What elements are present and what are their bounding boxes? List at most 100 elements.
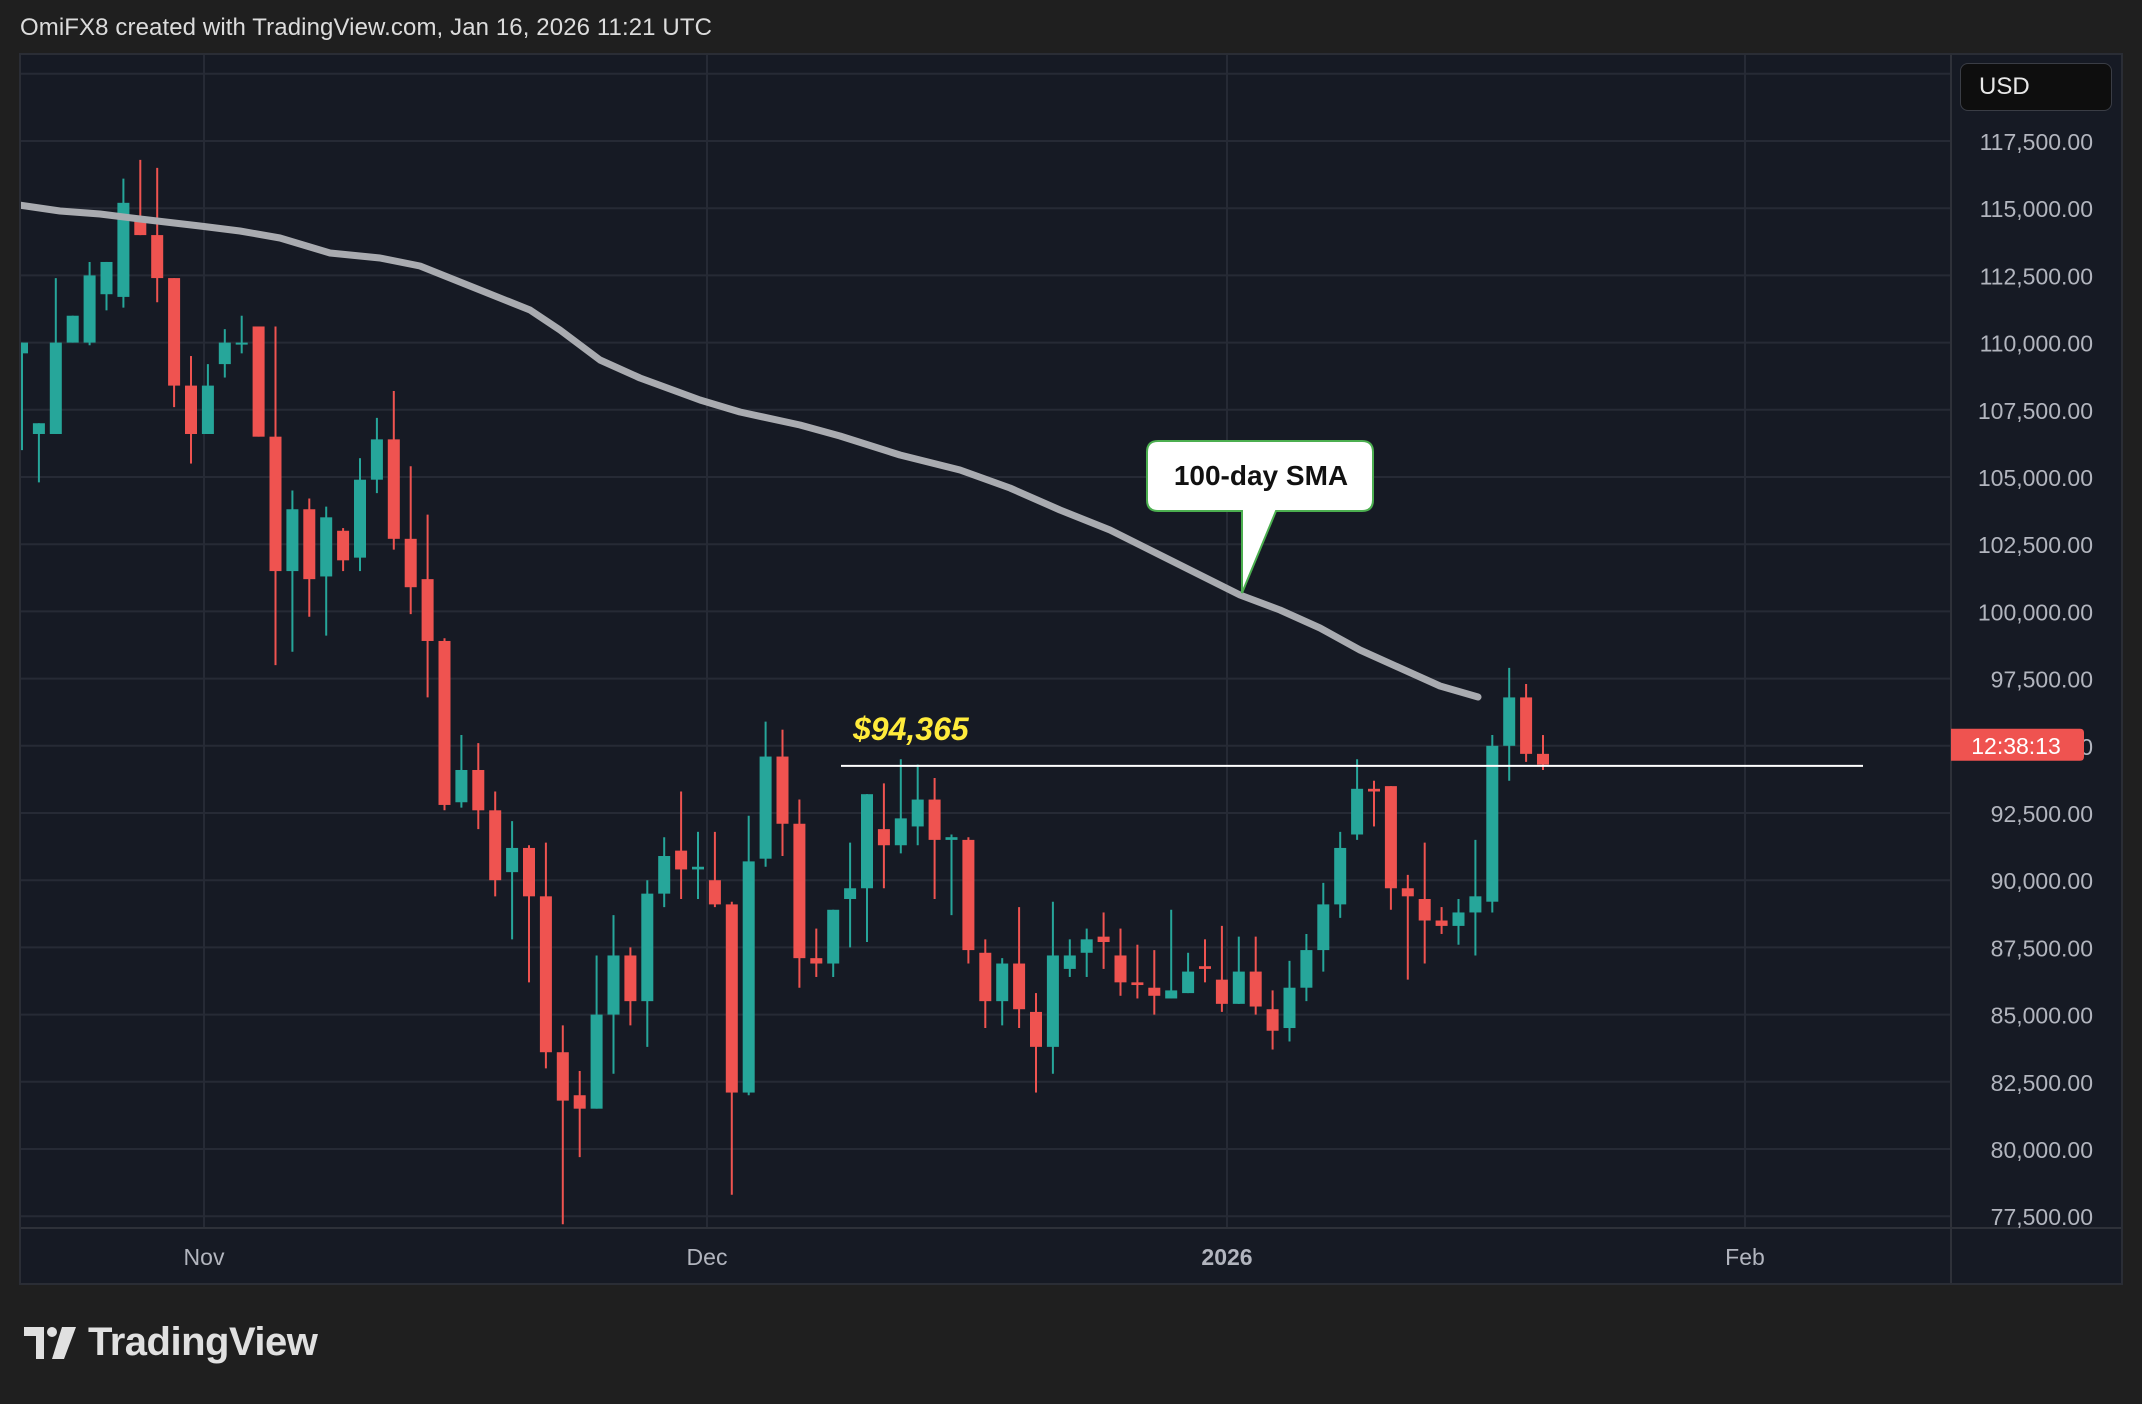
candle-up[interactable] [1283,987,1296,1029]
candle-down[interactable] [1266,1009,1279,1031]
candle-down[interactable] [387,439,400,539]
price-axis-label: 87,500.00 [1991,935,2093,961]
candle-up[interactable] [370,439,383,480]
price-axis-label: 102,500.00 [1978,532,2093,558]
candle-down[interactable] [1435,920,1448,926]
candle-up[interactable] [1469,896,1482,913]
candle-down[interactable] [1537,753,1549,765]
candle-up[interactable] [100,261,113,295]
candle-down[interactable] [556,1052,569,1101]
price-axis-label: 112,500.00 [1980,263,2093,289]
sma-100-line[interactable] [19,201,1482,701]
candle-down[interactable] [168,278,181,386]
candle-down[interactable] [337,530,350,561]
currency-button[interactable]: USD [1960,63,2112,111]
candle-up[interactable] [1063,955,1076,969]
candle-down[interactable] [1520,697,1533,754]
candle-up[interactable] [117,202,130,297]
candle-up[interactable] [1080,939,1093,953]
candle-down[interactable] [1148,987,1161,996]
candle-up[interactable] [235,342,248,345]
candle-up[interactable] [32,423,45,434]
candle-down[interactable] [624,955,637,1002]
candle-up[interactable] [506,847,519,873]
candle-up[interactable] [759,756,772,859]
candle-up[interactable] [16,342,28,354]
candle-down[interactable] [185,385,197,434]
candle-up[interactable] [218,342,231,365]
candle-up[interactable] [945,837,958,840]
candle-down[interactable] [877,829,890,846]
candle-up[interactable] [66,315,79,343]
candle-up[interactable] [49,342,62,434]
tradingview-logo-icon [24,1326,76,1359]
candle-down[interactable] [489,810,502,881]
candle-up[interactable] [1182,971,1195,994]
candle-up[interactable] [844,888,857,900]
candle-down[interactable] [962,839,975,951]
candle-up[interactable] [1165,990,1178,999]
candle-down[interactable] [134,218,147,236]
candle-down[interactable] [979,952,992,1002]
candle-down[interactable] [573,1095,586,1109]
candle-down[interactable] [810,958,823,964]
candle-up[interactable] [607,955,620,1015]
candle-up[interactable] [996,963,1009,1002]
candle-down[interactable] [1013,963,1026,1010]
candle-down[interactable] [472,769,485,811]
candle-down[interactable] [1215,979,1228,1004]
candle-up[interactable] [201,385,214,434]
candle-up[interactable] [1232,971,1245,1004]
candle-down[interactable] [1249,971,1262,1007]
candle-up[interactable] [1300,950,1313,988]
candle-up[interactable] [1046,955,1059,1047]
candle-up[interactable] [742,861,755,1093]
candle-down[interactable] [1418,899,1431,921]
candle-up[interactable] [1486,745,1499,902]
candle-up[interactable] [894,818,907,846]
candle-down[interactable] [725,904,738,1093]
candle-up[interactable] [1452,912,1465,926]
candle-down[interactable] [675,850,688,870]
candle-up[interactable] [911,799,924,827]
candle-down[interactable] [269,436,282,572]
candle-down[interactable] [1368,788,1380,792]
candle-up[interactable] [1351,788,1364,835]
candle-down[interactable] [1097,936,1110,943]
candle-down[interactable] [252,326,265,437]
candle-down[interactable] [539,896,552,1053]
candle-up[interactable] [590,1014,603,1109]
candle-down[interactable] [1131,982,1144,986]
candle-up[interactable] [1317,904,1330,951]
candle-down[interactable] [708,880,721,905]
price-axis-label: 117,500.00 [1980,129,2093,155]
candle-up[interactable] [641,893,654,1002]
candle-down[interactable] [438,640,451,805]
candle-down[interactable] [1401,888,1414,897]
candle-down[interactable] [523,847,535,897]
candle-down[interactable] [1384,786,1397,889]
candle-down[interactable] [1030,1011,1042,1047]
candle-down[interactable] [928,799,941,840]
candle-up[interactable] [827,909,840,964]
candle-up[interactable] [286,509,299,572]
candle-up[interactable] [320,517,333,577]
candle-up[interactable] [658,856,671,894]
candle-down[interactable] [151,235,164,279]
candle-up[interactable] [455,769,468,803]
candle-up[interactable] [692,866,704,870]
candle-down[interactable] [404,538,417,588]
candle-up[interactable] [861,794,873,889]
candle-down[interactable] [776,756,789,824]
candle-down[interactable] [1199,966,1211,969]
sma-callout-bubble[interactable] [1146,440,1374,594]
candle-up[interactable] [83,275,96,343]
candle-up[interactable] [1503,697,1516,746]
candle-down[interactable] [1114,955,1127,983]
candle-down[interactable] [793,823,806,959]
candle-up[interactable] [354,479,366,558]
candle-down[interactable] [421,579,434,641]
candle-up[interactable] [1334,847,1347,905]
candle-down[interactable] [303,509,316,580]
